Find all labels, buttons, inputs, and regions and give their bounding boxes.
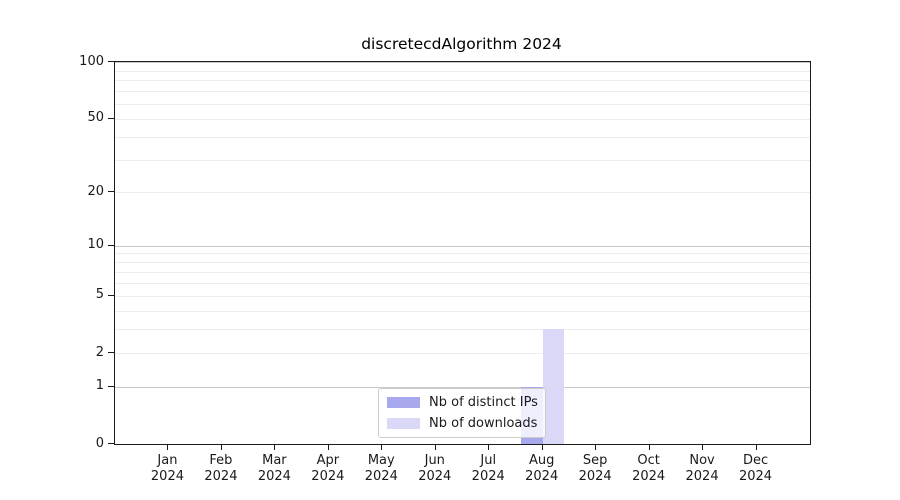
y-axis-tick xyxy=(108,352,114,353)
legend-item-label: Nb of downloads xyxy=(429,415,538,431)
gridline-major xyxy=(115,387,810,388)
gridline-minor xyxy=(115,253,810,254)
gridline-minor xyxy=(115,311,810,312)
y-tick-label: 2 xyxy=(95,344,104,360)
y-tick-label: 1 xyxy=(95,378,104,394)
gridline-minor xyxy=(115,119,810,120)
x-tick-label: Apr 2024 xyxy=(311,453,345,484)
x-tick-label: Sep 2024 xyxy=(578,453,612,484)
x-axis-tick xyxy=(274,444,275,450)
gridline-major xyxy=(115,246,810,247)
x-axis-tick xyxy=(649,444,650,450)
gridline-minor xyxy=(115,71,810,72)
x-axis-tick xyxy=(381,444,382,450)
y-tick-label: 0 xyxy=(95,435,104,451)
x-axis-tick xyxy=(488,444,489,450)
x-tick-label: Oct 2024 xyxy=(632,453,666,484)
gridline-minor xyxy=(115,353,810,354)
x-axis-tick xyxy=(221,444,222,450)
y-axis-tick xyxy=(108,191,114,192)
gridline-minor xyxy=(115,329,810,330)
y-tick-label: 100 xyxy=(79,53,104,69)
x-axis-tick xyxy=(542,444,543,450)
x-tick-label: May 2024 xyxy=(364,453,398,484)
gridline-minor xyxy=(115,137,810,138)
gridline-major xyxy=(115,62,810,63)
x-tick-label: Jan 2024 xyxy=(150,453,184,484)
y-tick-label: 5 xyxy=(95,287,104,303)
x-axis-tick xyxy=(167,444,168,450)
x-axis-tick xyxy=(435,444,436,450)
gridline-minor xyxy=(115,91,810,92)
gridline-minor xyxy=(115,272,810,273)
plot-area xyxy=(114,61,811,445)
x-tick-label: Mar 2024 xyxy=(257,453,291,484)
y-tick-label: 20 xyxy=(87,183,104,199)
gridline-minor xyxy=(115,296,810,297)
y-axis-tick xyxy=(108,245,114,246)
y-axis-tick xyxy=(108,295,114,296)
x-tick-label: Feb 2024 xyxy=(204,453,238,484)
y-axis-tick xyxy=(108,61,114,62)
x-tick-label: Nov 2024 xyxy=(685,453,719,484)
gridline-minor xyxy=(115,80,810,81)
legend-item: Nb of distinct IPs xyxy=(387,394,538,411)
gridline-minor xyxy=(115,283,810,284)
legend-swatch xyxy=(387,418,420,429)
y-axis-tick xyxy=(108,386,114,387)
y-axis-tick xyxy=(108,443,114,444)
chart-title: discretecdAlgorithm 2024 xyxy=(361,35,562,53)
y-tick-label: 50 xyxy=(87,110,104,126)
x-axis-tick xyxy=(702,444,703,450)
gridline-minor xyxy=(115,104,810,105)
bar-nb-of-downloads xyxy=(542,329,565,444)
legend-swatch xyxy=(387,397,420,408)
x-tick-label: Aug 2024 xyxy=(525,453,559,484)
x-axis-tick xyxy=(756,444,757,450)
gridline-minor xyxy=(115,160,810,161)
x-tick-label: Dec 2024 xyxy=(738,453,773,484)
gridline-minor xyxy=(115,192,810,193)
legend-item: Nb of downloads xyxy=(387,415,537,432)
y-axis-tick xyxy=(108,118,114,119)
legend-item-label: Nb of distinct IPs xyxy=(429,394,538,410)
y-tick-label: 10 xyxy=(87,237,104,253)
x-axis-tick xyxy=(595,444,596,450)
x-tick-label: Jun 2024 xyxy=(418,453,452,484)
x-tick-label: Jul 2024 xyxy=(471,453,505,484)
legend: Nb of distinct IPs Nb of downloads xyxy=(378,388,546,438)
x-axis-tick xyxy=(328,444,329,450)
gridline-minor xyxy=(115,262,810,263)
